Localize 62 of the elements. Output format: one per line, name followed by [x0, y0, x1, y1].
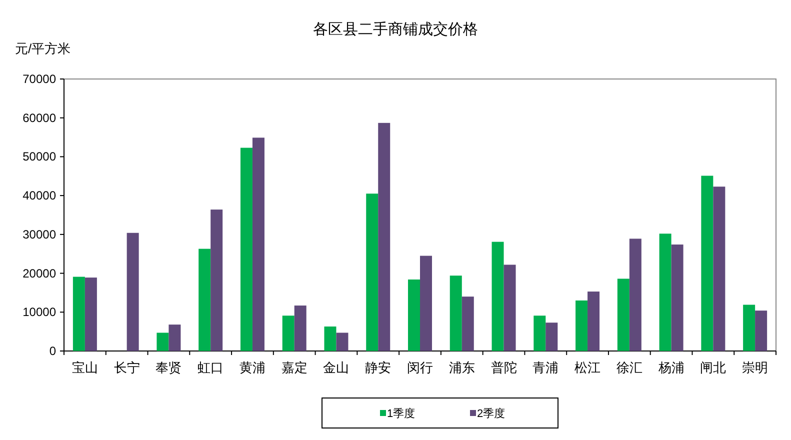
x-tick-label: 普陀 — [490, 360, 517, 375]
y-tick-label: 10000 — [22, 305, 56, 320]
x-tick-label: 闵行 — [407, 360, 433, 375]
bar — [324, 326, 336, 351]
y-tick-label: 40000 — [22, 188, 56, 203]
x-tick-label: 静安 — [365, 360, 392, 375]
bar — [576, 300, 588, 351]
bar — [713, 186, 726, 351]
x-tick-label: 黄浦 — [239, 360, 266, 375]
bar — [504, 264, 516, 351]
x-tick-label: 青浦 — [532, 360, 559, 375]
bar — [156, 332, 169, 351]
bar — [336, 332, 348, 351]
bar — [462, 296, 474, 351]
y-axis-title: 元/平方米 — [15, 41, 71, 56]
y-tick-label: 0 — [49, 344, 56, 358]
bar — [126, 232, 139, 351]
y-tick-label: 30000 — [22, 227, 56, 242]
bar — [240, 148, 252, 351]
bar — [294, 306, 306, 351]
y-tick-label: 70000 — [22, 72, 56, 86]
bar — [617, 278, 630, 351]
bar — [743, 304, 756, 351]
y-tick-label: 60000 — [22, 110, 56, 125]
bar — [534, 316, 546, 351]
bar — [378, 122, 390, 351]
x-tick-label: 杨浦 — [657, 360, 684, 375]
bar — [450, 276, 462, 351]
bar — [659, 234, 672, 351]
bar — [168, 324, 181, 351]
bar — [671, 244, 684, 351]
bar — [588, 292, 600, 351]
y-tick-label: 20000 — [22, 266, 56, 280]
x-tick-label: 崇明 — [742, 360, 768, 375]
bar — [252, 138, 264, 351]
bar — [408, 280, 420, 351]
bar — [84, 278, 97, 351]
bar — [282, 316, 294, 351]
bar — [420, 256, 432, 351]
legend-label: 1季度 — [387, 407, 416, 420]
bar — [629, 238, 642, 351]
bar — [72, 276, 85, 351]
bar — [198, 248, 211, 351]
x-tick-label: 虹口 — [198, 360, 224, 375]
bar — [492, 242, 504, 351]
x-tick-label: 闸北 — [700, 360, 726, 375]
bar — [210, 210, 223, 351]
bar — [755, 310, 768, 351]
chart-title: 各区县二手商铺成交价格 — [313, 21, 478, 38]
legend-label: 2季度 — [477, 407, 506, 420]
bar — [701, 176, 714, 351]
x-tick-label: 宝山 — [72, 360, 98, 375]
y-tick-label: 50000 — [22, 150, 56, 164]
x-tick-label: 嘉定 — [281, 360, 308, 375]
x-tick-label: 奉贤 — [156, 360, 182, 375]
bar — [546, 322, 558, 351]
x-tick-label: 金山 — [323, 360, 350, 375]
x-tick-label: 徐汇 — [616, 360, 642, 375]
x-tick-label: 浦东 — [448, 360, 475, 375]
bar — [366, 194, 378, 351]
x-tick-label: 松江 — [574, 360, 601, 375]
x-tick-label: 长宁 — [114, 360, 140, 375]
